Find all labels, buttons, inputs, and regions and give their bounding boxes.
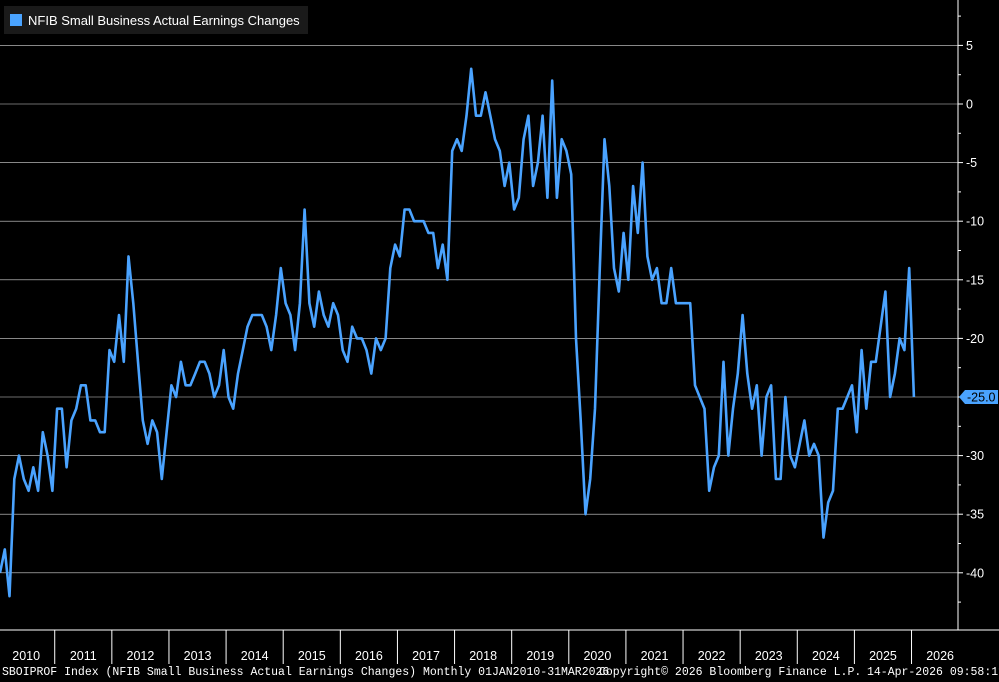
x-tick-label: 2020 xyxy=(583,649,611,663)
legend-label: NFIB Small Business Actual Earnings Chan… xyxy=(28,12,300,28)
x-tick-label: 2015 xyxy=(298,649,326,663)
x-axis: 2010 2011 2012 2013 2014 2015 2016 2017 2018 2019… xyxy=(0,629,999,664)
x-tick-label: 2019 xyxy=(526,649,554,663)
x-tick-label: 2022 xyxy=(698,649,726,663)
x-tick-label: 2026 xyxy=(926,649,954,663)
x-tick-label: 2011 xyxy=(70,649,97,663)
gridlines xyxy=(0,45,958,574)
footer-ticker-description: SBOIPROF Index (NFIB Small Business Actu… xyxy=(2,666,610,679)
y-tick-label: 0 xyxy=(966,98,973,112)
y-tick-label: -30 xyxy=(966,449,984,463)
y-tick-label: 5 xyxy=(966,39,973,53)
footer-timestamp: 14-Apr-2026 09:58:11 xyxy=(867,666,999,679)
x-tick-label: 2014 xyxy=(241,649,269,663)
y-tick-label: -5 xyxy=(966,156,977,170)
y-tick-label: -20 xyxy=(966,332,984,346)
x-tick-label: 2016 xyxy=(355,649,383,663)
x-tick-label: 2018 xyxy=(469,649,497,663)
footer: SBOIPROF Index (NFIB Small Business Actu… xyxy=(0,664,999,682)
series-layer xyxy=(0,67,916,598)
x-tick-label: 2017 xyxy=(412,649,440,663)
series-line xyxy=(0,67,916,598)
last-value-marker: -25.0 xyxy=(959,390,998,405)
y-tick-label: -15 xyxy=(966,273,984,287)
x-tick-label: 2025 xyxy=(869,649,897,663)
x-tick-label: 2023 xyxy=(755,649,783,663)
x-tick-label: 2012 xyxy=(127,649,155,663)
x-tick-label: 2024 xyxy=(812,649,840,663)
footer-copyright: Copyright© 2026 Bloomberg Finance L.P. xyxy=(599,666,862,679)
x-tick-label: 2021 xyxy=(641,649,669,663)
x-tick-label: 2010 xyxy=(12,649,40,663)
last-value-label: -25.0 xyxy=(967,391,996,405)
last-value-tag xyxy=(959,390,998,404)
y-tick-label: -35 xyxy=(966,508,984,522)
y-tick-label: -40 xyxy=(966,566,984,580)
y-tick-label: -10 xyxy=(966,215,984,229)
x-tick-label: 2013 xyxy=(184,649,212,663)
legend: NFIB Small Business Actual Earnings Chan… xyxy=(4,6,308,34)
legend-swatch xyxy=(10,14,22,26)
